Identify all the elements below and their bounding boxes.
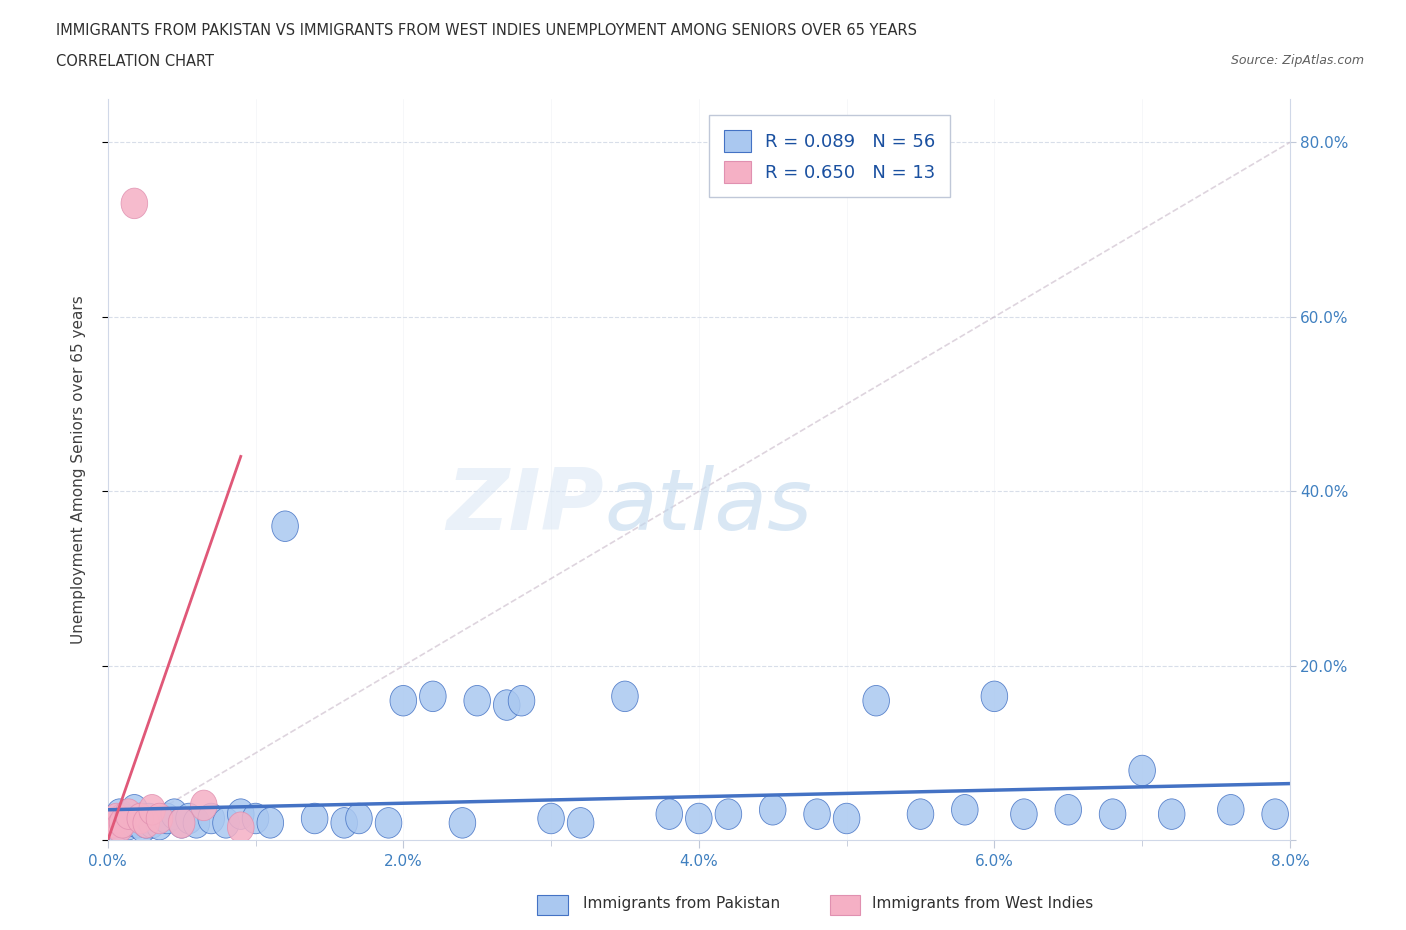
- Ellipse shape: [107, 799, 134, 830]
- Ellipse shape: [464, 685, 491, 716]
- Ellipse shape: [1129, 755, 1156, 786]
- Ellipse shape: [1054, 794, 1081, 825]
- Ellipse shape: [139, 794, 166, 825]
- Ellipse shape: [1261, 799, 1288, 830]
- Ellipse shape: [103, 804, 129, 834]
- Ellipse shape: [146, 804, 173, 834]
- Ellipse shape: [169, 807, 195, 838]
- Ellipse shape: [107, 812, 134, 843]
- Ellipse shape: [271, 511, 298, 541]
- Ellipse shape: [1099, 799, 1126, 830]
- Ellipse shape: [1159, 799, 1185, 830]
- Ellipse shape: [242, 804, 269, 834]
- Ellipse shape: [494, 690, 520, 721]
- Ellipse shape: [115, 809, 142, 840]
- Ellipse shape: [759, 794, 786, 825]
- Ellipse shape: [657, 799, 682, 830]
- Text: ZIP: ZIP: [447, 465, 605, 548]
- Ellipse shape: [981, 681, 1008, 711]
- Ellipse shape: [139, 807, 166, 838]
- Ellipse shape: [449, 807, 475, 838]
- Ellipse shape: [228, 812, 254, 843]
- Ellipse shape: [686, 804, 711, 834]
- Ellipse shape: [127, 804, 153, 834]
- Ellipse shape: [103, 812, 129, 843]
- Ellipse shape: [346, 804, 373, 834]
- Ellipse shape: [129, 812, 156, 843]
- Ellipse shape: [183, 807, 209, 838]
- Ellipse shape: [537, 804, 564, 834]
- Ellipse shape: [301, 804, 328, 834]
- Text: CORRELATION CHART: CORRELATION CHART: [56, 54, 214, 69]
- Ellipse shape: [100, 807, 127, 838]
- Text: atlas: atlas: [605, 465, 813, 548]
- Ellipse shape: [110, 804, 136, 834]
- Ellipse shape: [863, 685, 890, 716]
- Text: Source: ZipAtlas.com: Source: ZipAtlas.com: [1230, 54, 1364, 67]
- Text: IMMIGRANTS FROM PAKISTAN VS IMMIGRANTS FROM WEST INDIES UNEMPLOYMENT AMONG SENIO: IMMIGRANTS FROM PAKISTAN VS IMMIGRANTS F…: [56, 23, 917, 38]
- Ellipse shape: [1218, 794, 1244, 825]
- Ellipse shape: [134, 807, 159, 838]
- Ellipse shape: [952, 794, 979, 825]
- Ellipse shape: [121, 794, 148, 825]
- Ellipse shape: [389, 685, 416, 716]
- Ellipse shape: [257, 807, 284, 838]
- Ellipse shape: [146, 809, 173, 840]
- Ellipse shape: [160, 799, 187, 830]
- Ellipse shape: [834, 804, 860, 834]
- Y-axis label: Unemployment Among Seniors over 65 years: Unemployment Among Seniors over 65 years: [72, 295, 86, 644]
- Ellipse shape: [612, 681, 638, 711]
- Ellipse shape: [169, 807, 195, 838]
- Ellipse shape: [136, 804, 163, 834]
- Ellipse shape: [716, 799, 742, 830]
- Ellipse shape: [100, 807, 127, 838]
- Ellipse shape: [153, 804, 180, 834]
- Ellipse shape: [330, 807, 357, 838]
- Ellipse shape: [118, 805, 145, 836]
- Ellipse shape: [115, 799, 142, 830]
- Ellipse shape: [228, 799, 254, 830]
- Legend: R = 0.089   N = 56, R = 0.650   N = 13: R = 0.089 N = 56, R = 0.650 N = 13: [709, 115, 950, 197]
- Ellipse shape: [176, 804, 202, 834]
- Text: Immigrants from West Indies: Immigrants from West Indies: [872, 897, 1092, 911]
- Ellipse shape: [568, 807, 593, 838]
- Ellipse shape: [508, 685, 534, 716]
- Ellipse shape: [198, 804, 225, 834]
- Ellipse shape: [212, 807, 239, 838]
- Ellipse shape: [134, 807, 159, 838]
- Ellipse shape: [804, 799, 831, 830]
- Ellipse shape: [419, 681, 446, 711]
- Ellipse shape: [907, 799, 934, 830]
- Ellipse shape: [127, 804, 153, 834]
- Ellipse shape: [191, 790, 217, 820]
- Ellipse shape: [124, 807, 150, 838]
- Text: Immigrants from Pakistan: Immigrants from Pakistan: [583, 897, 780, 911]
- Ellipse shape: [110, 807, 136, 838]
- Ellipse shape: [1011, 799, 1038, 830]
- Ellipse shape: [112, 807, 139, 838]
- Ellipse shape: [121, 188, 148, 219]
- Ellipse shape: [375, 807, 402, 838]
